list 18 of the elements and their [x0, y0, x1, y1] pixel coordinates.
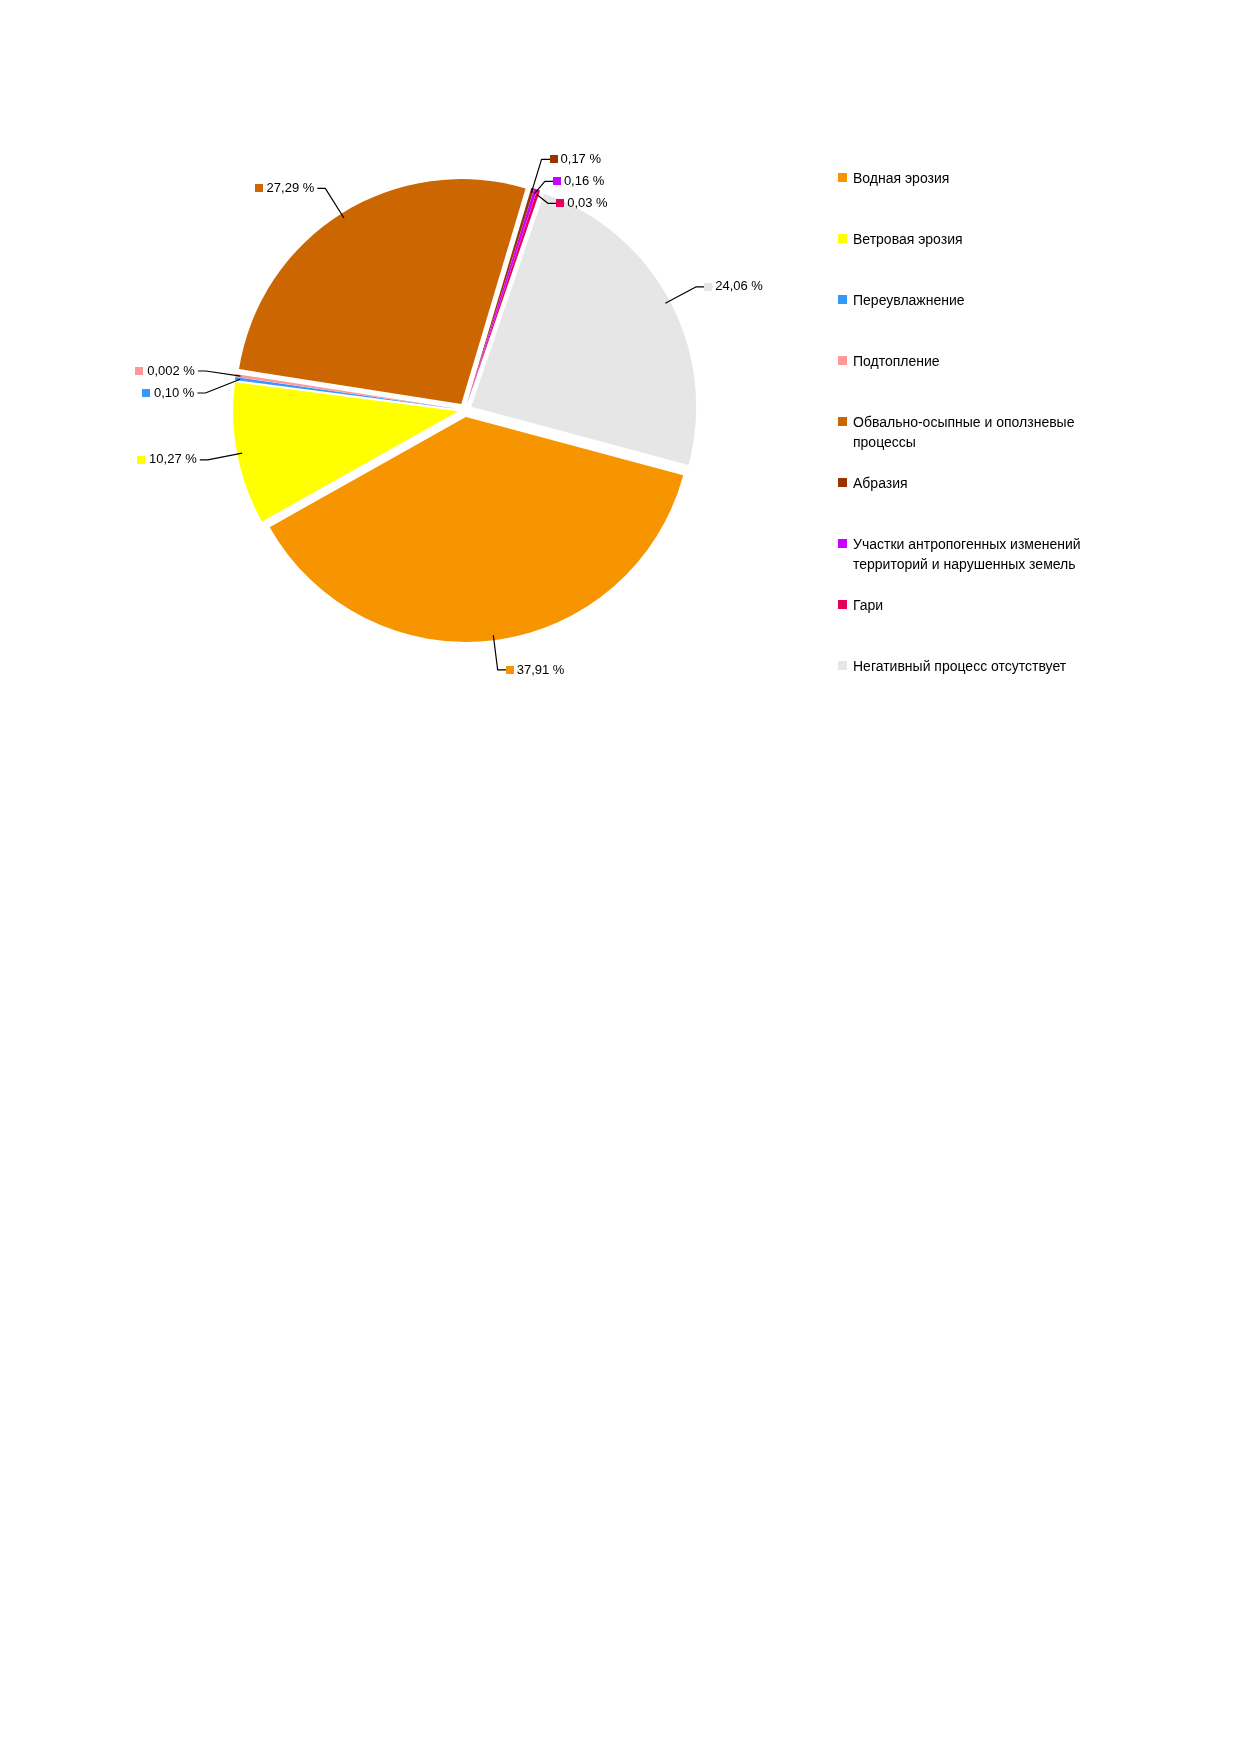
data-label: 10,27 %: [149, 451, 198, 467]
data-label: 0,17 %: [560, 151, 602, 167]
legend-label: Гари: [853, 596, 885, 615]
data-label: 0,03 %: [567, 195, 609, 211]
legend-label: Абразия: [853, 474, 909, 493]
legend-label: Обвально-осыпные и оползневые процессы: [853, 413, 1076, 452]
data-label: 37,91 %: [516, 661, 565, 677]
legend-label: Участки антропогенных изменений территорий и нарушенных земель: [853, 535, 1082, 574]
data-label: 0,16 %: [563, 173, 605, 189]
data-label: 27,29 %: [266, 179, 315, 195]
legend-label: Водная эрозия: [853, 169, 951, 188]
data-label: 0,002 %: [147, 362, 196, 378]
legend-label: Ветровая эрозия: [853, 230, 964, 249]
data-label: 0,10 %: [153, 384, 195, 400]
legend-label: Негативный процесс отсутствует: [853, 657, 1068, 676]
legend-label: Переувлажнение: [853, 291, 966, 310]
data-label: 24,06 %: [715, 278, 764, 294]
legend-label: Подтопление: [853, 352, 941, 371]
